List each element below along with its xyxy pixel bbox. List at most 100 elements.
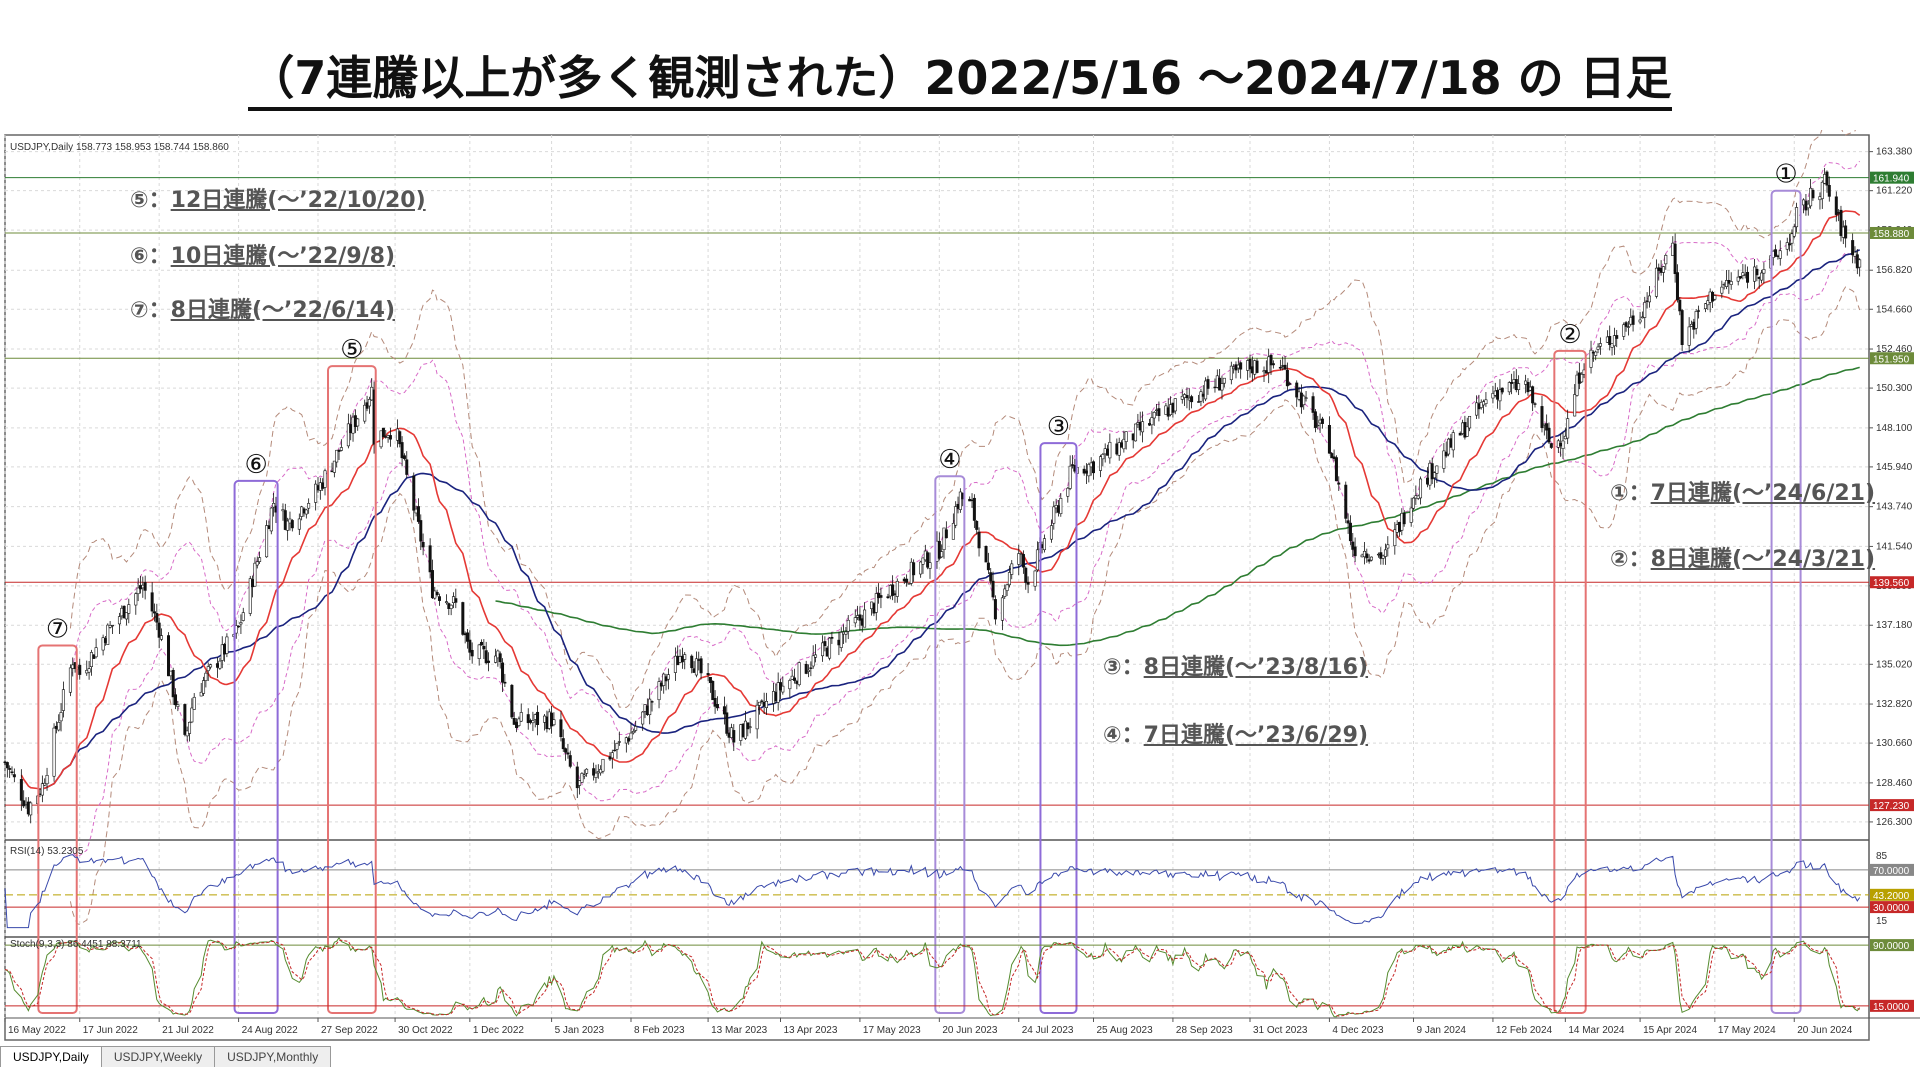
candle-body	[1035, 549, 1039, 571]
candle-body	[858, 614, 862, 621]
candle-body	[430, 570, 434, 599]
candle-body	[1561, 440, 1565, 449]
candle-body	[641, 711, 645, 725]
x-tick-label: 16 May 2022	[8, 1025, 66, 1036]
candle-body	[1278, 366, 1282, 369]
candle-body	[1042, 538, 1046, 551]
annotation-1: ①：7日連騰(～’24/6/21)	[1610, 481, 1876, 506]
candle-body	[281, 509, 285, 512]
ma-mid-line	[37, 249, 1861, 790]
candle-body	[1696, 310, 1700, 312]
y-tick-label: 126.300	[1876, 817, 1913, 828]
streak-box	[1770, 189, 1802, 1014]
candle-body	[879, 595, 883, 598]
candle-body	[1540, 406, 1544, 429]
candle-body	[1026, 582, 1030, 585]
candle-body	[1173, 398, 1177, 412]
price-level-label: 127.230	[1873, 801, 1910, 812]
candle-body	[683, 654, 687, 660]
x-tick-label: 25 Aug 2023	[1097, 1025, 1154, 1036]
candle-body	[846, 619, 850, 632]
x-tick-label: 20 Jun 2023	[942, 1025, 997, 1036]
candle-body	[124, 612, 128, 620]
candle-body	[258, 557, 262, 562]
price-level-label: 161.940	[1873, 174, 1910, 185]
candle-body	[239, 622, 243, 625]
price-level-tag	[1870, 226, 1914, 239]
x-tick-label: 8 Feb 2023	[634, 1025, 685, 1036]
candle-body	[94, 647, 98, 658]
candle-body	[1762, 269, 1766, 274]
streak-marker: ⑥	[244, 450, 267, 480]
candle-body	[1316, 424, 1320, 427]
candle-body	[1468, 415, 1472, 429]
candle-body	[1853, 251, 1857, 257]
y-tick-label: 132.820	[1876, 699, 1913, 710]
candle-body	[1573, 394, 1577, 417]
stoch-level-tag	[1870, 999, 1914, 1012]
y-tick-label: 135.020	[1876, 659, 1913, 670]
price-level-label: 139.560	[1873, 578, 1910, 589]
candle-body	[444, 601, 448, 604]
candle-body	[110, 624, 114, 627]
tab-weekly[interactable]: USDJPY,Weekly	[100, 1046, 216, 1067]
candle-body	[255, 561, 259, 566]
candle-body	[412, 475, 416, 511]
candle-body	[1409, 507, 1413, 523]
candle-body	[760, 700, 764, 702]
candle-body	[286, 520, 290, 531]
streak-box	[1553, 349, 1587, 1015]
candle-body	[1680, 310, 1684, 345]
candle-body	[1017, 553, 1021, 565]
candle-body	[1736, 276, 1740, 282]
y-tick-label: 150.300	[1876, 383, 1913, 394]
y-tick-label: 154.660	[1876, 304, 1913, 315]
candle-body	[1774, 249, 1778, 257]
candle-body	[1152, 412, 1156, 419]
candle-body	[1003, 588, 1007, 597]
candle-body	[1498, 389, 1502, 402]
tab-daily[interactable]: USDJPY,Daily	[0, 1046, 102, 1067]
candle-body	[482, 645, 486, 650]
candle-body	[708, 677, 712, 683]
candle-body	[19, 779, 23, 801]
candle-body	[1442, 450, 1446, 469]
candle-body	[388, 435, 392, 440]
candle-body	[575, 766, 579, 789]
candle-body	[209, 664, 213, 668]
streak-marker: ④	[938, 445, 961, 475]
candle-body	[690, 655, 694, 669]
candle-body	[746, 722, 750, 730]
streak-marker: ⑤	[340, 335, 363, 365]
candle-body	[1386, 544, 1390, 549]
candle-body	[174, 694, 178, 706]
candle-body	[183, 704, 187, 735]
x-tick-label: 4 Dec 2023	[1332, 1025, 1384, 1036]
candle-body	[585, 768, 589, 774]
candle-body	[503, 681, 507, 684]
candle-body	[1150, 417, 1154, 426]
candle-body	[905, 578, 909, 583]
candle-body	[807, 669, 811, 672]
candle-body	[615, 743, 619, 750]
candle-body	[666, 674, 670, 680]
candle-body	[1033, 570, 1037, 587]
candle-body	[944, 529, 948, 539]
candle-body	[106, 624, 110, 645]
candle-body	[706, 673, 710, 676]
candle-body	[919, 561, 923, 575]
candle-body	[435, 592, 439, 596]
x-tick-label: 17 May 2024	[1718, 1025, 1776, 1036]
candle-body	[526, 714, 530, 724]
candle-body	[1134, 423, 1138, 442]
candle-body	[202, 680, 206, 694]
candle-body	[561, 738, 565, 750]
candle-body	[1099, 456, 1103, 471]
candle-body	[1222, 377, 1226, 384]
candle-body	[269, 507, 273, 532]
stoch-level-tag	[1870, 939, 1914, 952]
candle-body	[1248, 358, 1252, 370]
tab-monthly[interactable]: USDJPY,Monthly	[214, 1046, 332, 1067]
candle-body	[1647, 295, 1651, 303]
candle-body	[1000, 597, 1004, 621]
